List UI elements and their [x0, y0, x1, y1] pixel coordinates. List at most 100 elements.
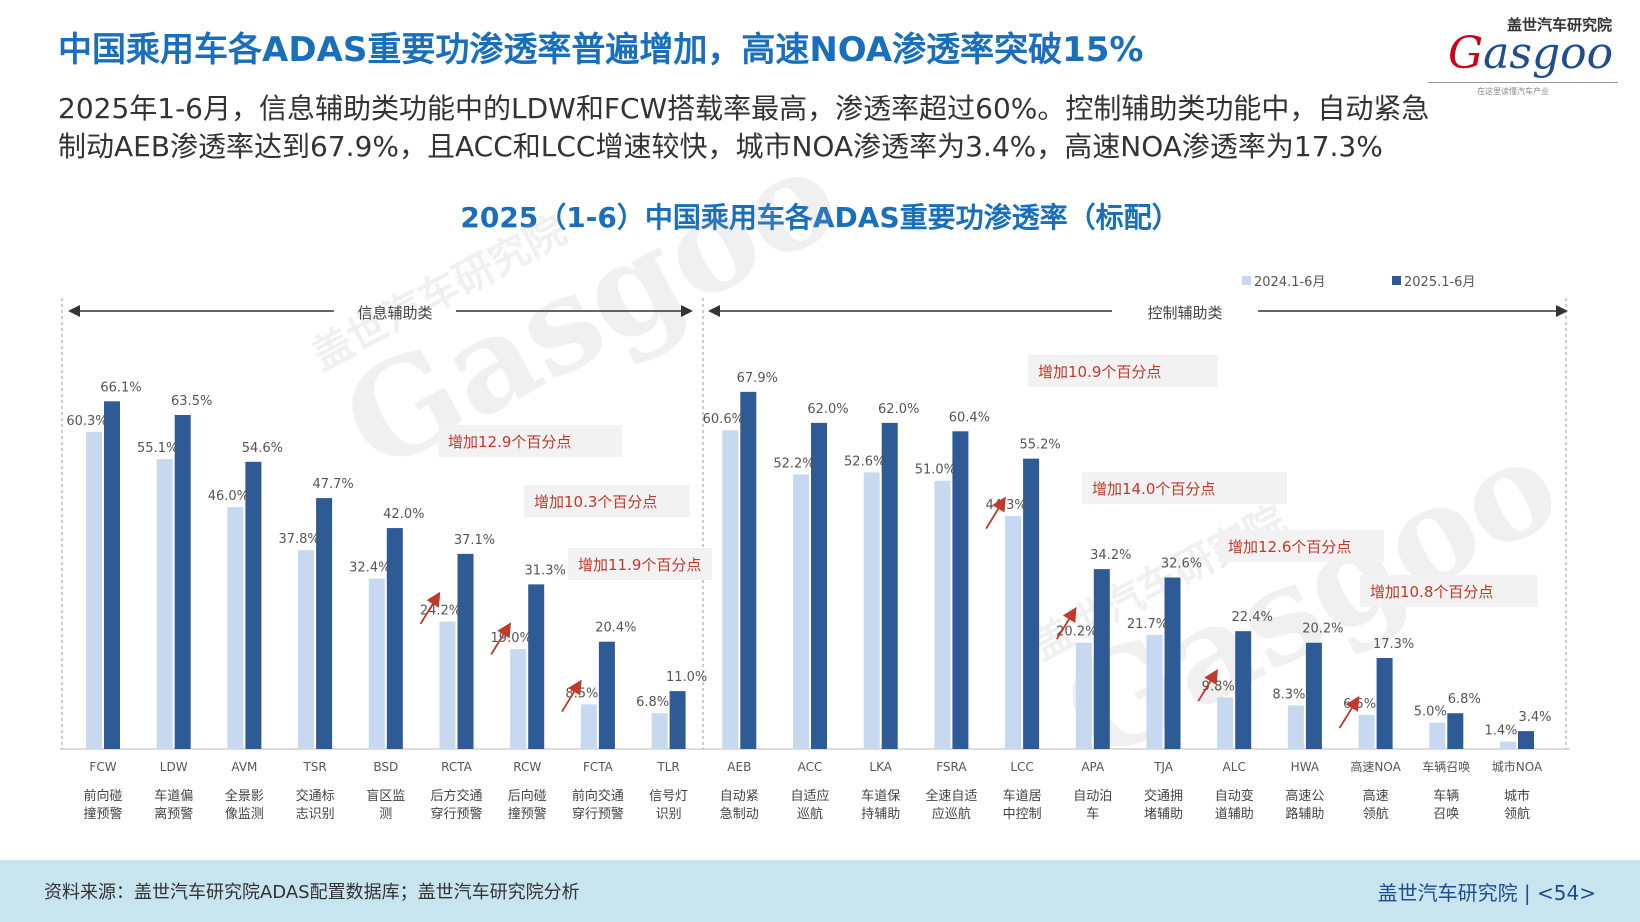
bar-2024	[1075, 642, 1092, 749]
category-name: 前向碰	[83, 788, 122, 804]
category-name: 车辆	[1433, 788, 1459, 804]
bar-2025	[811, 422, 827, 749]
chart-title: 2025（1-6）中国乘用车各ADAS重要功渗透率（标配）	[460, 201, 1180, 234]
page-title: 中国乘用车各ADAS重要功渗透率普遍增加，高速NOA渗透率突破15%	[58, 30, 1144, 70]
category-code: TLR	[656, 760, 679, 774]
value-label-2025: 11.0%	[666, 670, 707, 685]
bar-2025	[1447, 713, 1464, 749]
bar-2025	[1518, 731, 1534, 749]
value-label-2025: 66.1%	[100, 380, 141, 395]
bar-2024	[722, 430, 739, 749]
category-name: 全景影	[225, 788, 264, 804]
bar-2024	[510, 649, 527, 749]
category-name: 堵辅助	[1144, 807, 1183, 822]
bar-2025	[598, 641, 615, 749]
bar-2025	[174, 414, 191, 749]
value-label-2024: 1.4%	[1484, 724, 1517, 739]
logo-brand: Gasgoo	[1448, 28, 1614, 79]
annotation-box	[1082, 472, 1287, 504]
annotation-box	[1218, 530, 1384, 562]
value-label-2024: 60.3%	[66, 414, 107, 429]
value-label-2024: 52.2%	[773, 456, 814, 471]
value-label-2024: 44.3%	[985, 498, 1026, 513]
annotation-box	[524, 485, 690, 517]
value-label-2024: 37.8%	[278, 532, 319, 547]
category-name: 自动泊	[1073, 789, 1112, 804]
annotation-text: 增加12.9个百分点	[448, 433, 571, 451]
increase-arrow	[1197, 669, 1218, 702]
bar-2024	[1217, 697, 1234, 749]
subtitle-line-1: 2025年1-6月，信息辅助类功能中的LDW和FCW搭载率最高，渗透率超过60%…	[58, 92, 1430, 125]
footer-org: 盖世汽车研究院	[1377, 881, 1518, 905]
category-name: 应巡航	[932, 806, 971, 822]
value-label-2025: 22.4%	[1232, 610, 1273, 625]
category-name: 持辅助	[861, 807, 900, 822]
footer: 资料来源：盖世汽车研究院ADAS配置数据库；盖世汽车研究院分析 盖世汽车研究院 …	[0, 860, 1640, 922]
category-name: 自适应	[790, 788, 829, 804]
bar-2025	[740, 391, 757, 749]
category-code: TJA	[1153, 760, 1174, 774]
category-code: ACC	[798, 760, 823, 774]
value-label-2025: 60.4%	[949, 410, 990, 425]
category-name: 穿行预警	[572, 806, 624, 822]
category-name: 志识别	[296, 807, 335, 822]
value-label-2025: 20.4%	[595, 621, 636, 636]
legend-label-2024: 2024.1-6月	[1254, 275, 1325, 290]
category-name: 召唤	[1433, 807, 1459, 822]
category-name: 离预警	[154, 806, 193, 822]
bar-2025	[1093, 569, 1110, 749]
category-name: 高速公	[1285, 788, 1324, 804]
increase-arrow	[985, 496, 1006, 530]
bar-2024	[298, 550, 315, 749]
bar-2025	[1164, 577, 1181, 749]
increase-arrow	[419, 591, 441, 625]
group-label: 信息辅助类	[357, 304, 432, 322]
value-label-2025: 37.1%	[454, 533, 495, 548]
annotation-box	[438, 425, 622, 457]
adas-bar-chart: 信息辅助类 控制辅助类 2024.1-6月 2025.1-6月 60.3% 66.1% FC…	[60, 275, 1570, 822]
increase-arrow	[1338, 695, 1360, 729]
legend-label-2025: 2025.1-6月	[1404, 275, 1475, 290]
bar-2024	[1500, 741, 1516, 749]
category-name: 信号灯	[649, 789, 688, 804]
annotation-box	[568, 548, 712, 580]
value-label-2025: 20.2%	[1302, 622, 1343, 637]
category-code: AVM	[231, 760, 257, 774]
category-code: FCW	[89, 760, 116, 774]
bar-2024	[368, 578, 385, 749]
bar-2024	[227, 507, 244, 749]
increase-arrow	[490, 622, 511, 655]
value-label-2025: 34.2%	[1090, 548, 1131, 563]
subtitle-line-2: 制动AEB渗透率达到67.9%，且ACC和LCC增速较快，城市NOA渗透率为3.…	[58, 130, 1383, 163]
value-label-2024: 5.0%	[1414, 705, 1447, 720]
category-code: LCC	[1010, 760, 1033, 774]
category-name: 车道偏	[154, 788, 193, 804]
category-code: APA	[1081, 760, 1105, 774]
category-name: 识别	[656, 807, 682, 822]
category-code: RCW	[513, 760, 541, 774]
bar-2025	[881, 422, 898, 749]
bar-2024	[1005, 515, 1022, 749]
bar-2025	[1376, 658, 1393, 749]
category-code: FCTA	[583, 760, 614, 774]
category-name: 像监测	[225, 807, 264, 822]
category-name: 盲区监	[366, 788, 405, 804]
category-code: HWA	[1291, 760, 1320, 774]
bar-2025	[457, 553, 474, 749]
bar-2024	[580, 704, 597, 749]
value-label-2025: 32.6%	[1161, 557, 1202, 572]
category-name: 车	[1086, 806, 1099, 822]
value-label-2025: 62.0%	[807, 402, 848, 417]
value-label-2025: 17.3%	[1373, 637, 1414, 652]
category-name: 高速	[1363, 788, 1389, 804]
value-label-2024: 55.1%	[137, 441, 178, 456]
category-name: 撞预警	[83, 806, 122, 822]
category-name: 车道居	[1003, 788, 1042, 804]
category-name: 路辅助	[1285, 806, 1324, 822]
bar-2025	[104, 401, 120, 749]
value-label-2025: 42.0%	[383, 507, 424, 522]
page-subtitle: 2025年1-6月，信息辅助类功能中的LDW和FCW搭载率最高，渗透率超过60%…	[58, 90, 1618, 166]
category-name: 领航	[1504, 806, 1530, 822]
category-code: ALC	[1223, 760, 1246, 774]
bar-2024	[1287, 705, 1304, 749]
